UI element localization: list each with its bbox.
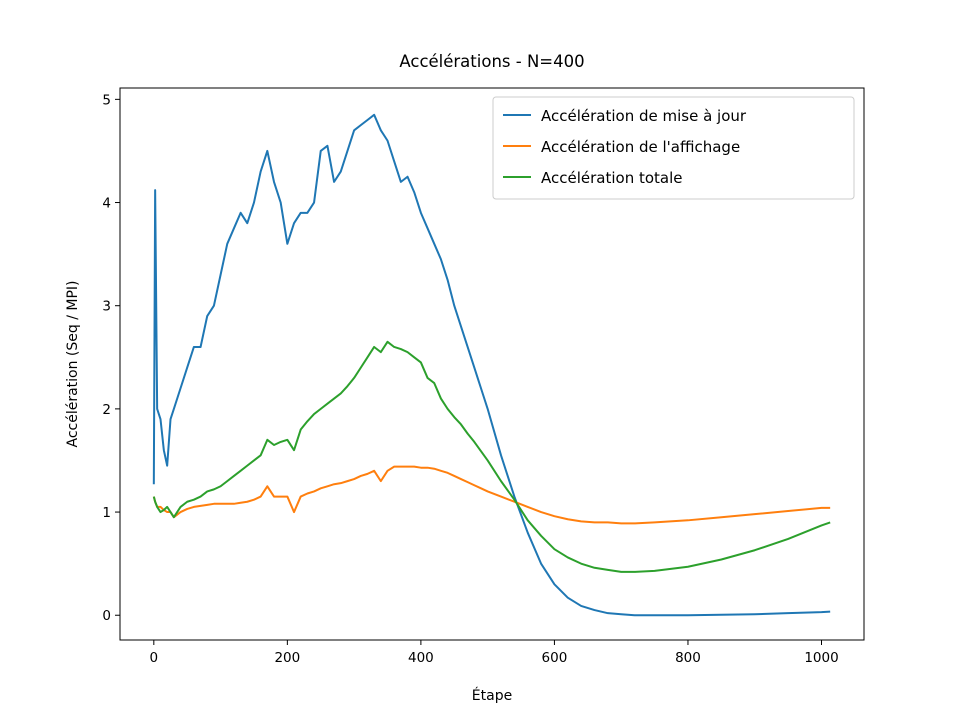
line-series <box>152 340 831 573</box>
y-tick-label: 0 <box>102 608 111 624</box>
y-tick-label: 1 <box>102 505 111 521</box>
x-tick-label: 1000 <box>804 650 838 666</box>
y-tick-label: 5 <box>102 92 111 108</box>
y-tick-label: 4 <box>102 196 111 212</box>
plot-area <box>152 113 831 617</box>
legend-label: Accélération totale <box>541 169 683 187</box>
y-tick-label: 2 <box>102 402 111 418</box>
chart-title: Accélérations - N=400 <box>399 52 584 71</box>
x-tick-label: 800 <box>675 650 701 666</box>
line-series <box>152 465 831 525</box>
y-tick-label: 3 <box>102 299 111 315</box>
legend-label: Accélération de l'affichage <box>541 138 740 156</box>
axes-frame <box>119 87 865 641</box>
y-axis-label: Accélération (Seq / MPI) <box>65 280 81 447</box>
x-tick-label: 200 <box>274 650 300 666</box>
legend-label: Accélération de mise à jour <box>541 107 747 125</box>
line-series <box>152 113 831 617</box>
x-tick-label: 600 <box>542 650 568 666</box>
x-tick-label: 400 <box>408 650 434 666</box>
x-tick-label: 0 <box>150 650 159 666</box>
x-axis-label: Étape <box>472 687 512 704</box>
legend: Accélération de mise à jour Accélération … <box>492 96 855 200</box>
legend-box <box>492 96 855 200</box>
